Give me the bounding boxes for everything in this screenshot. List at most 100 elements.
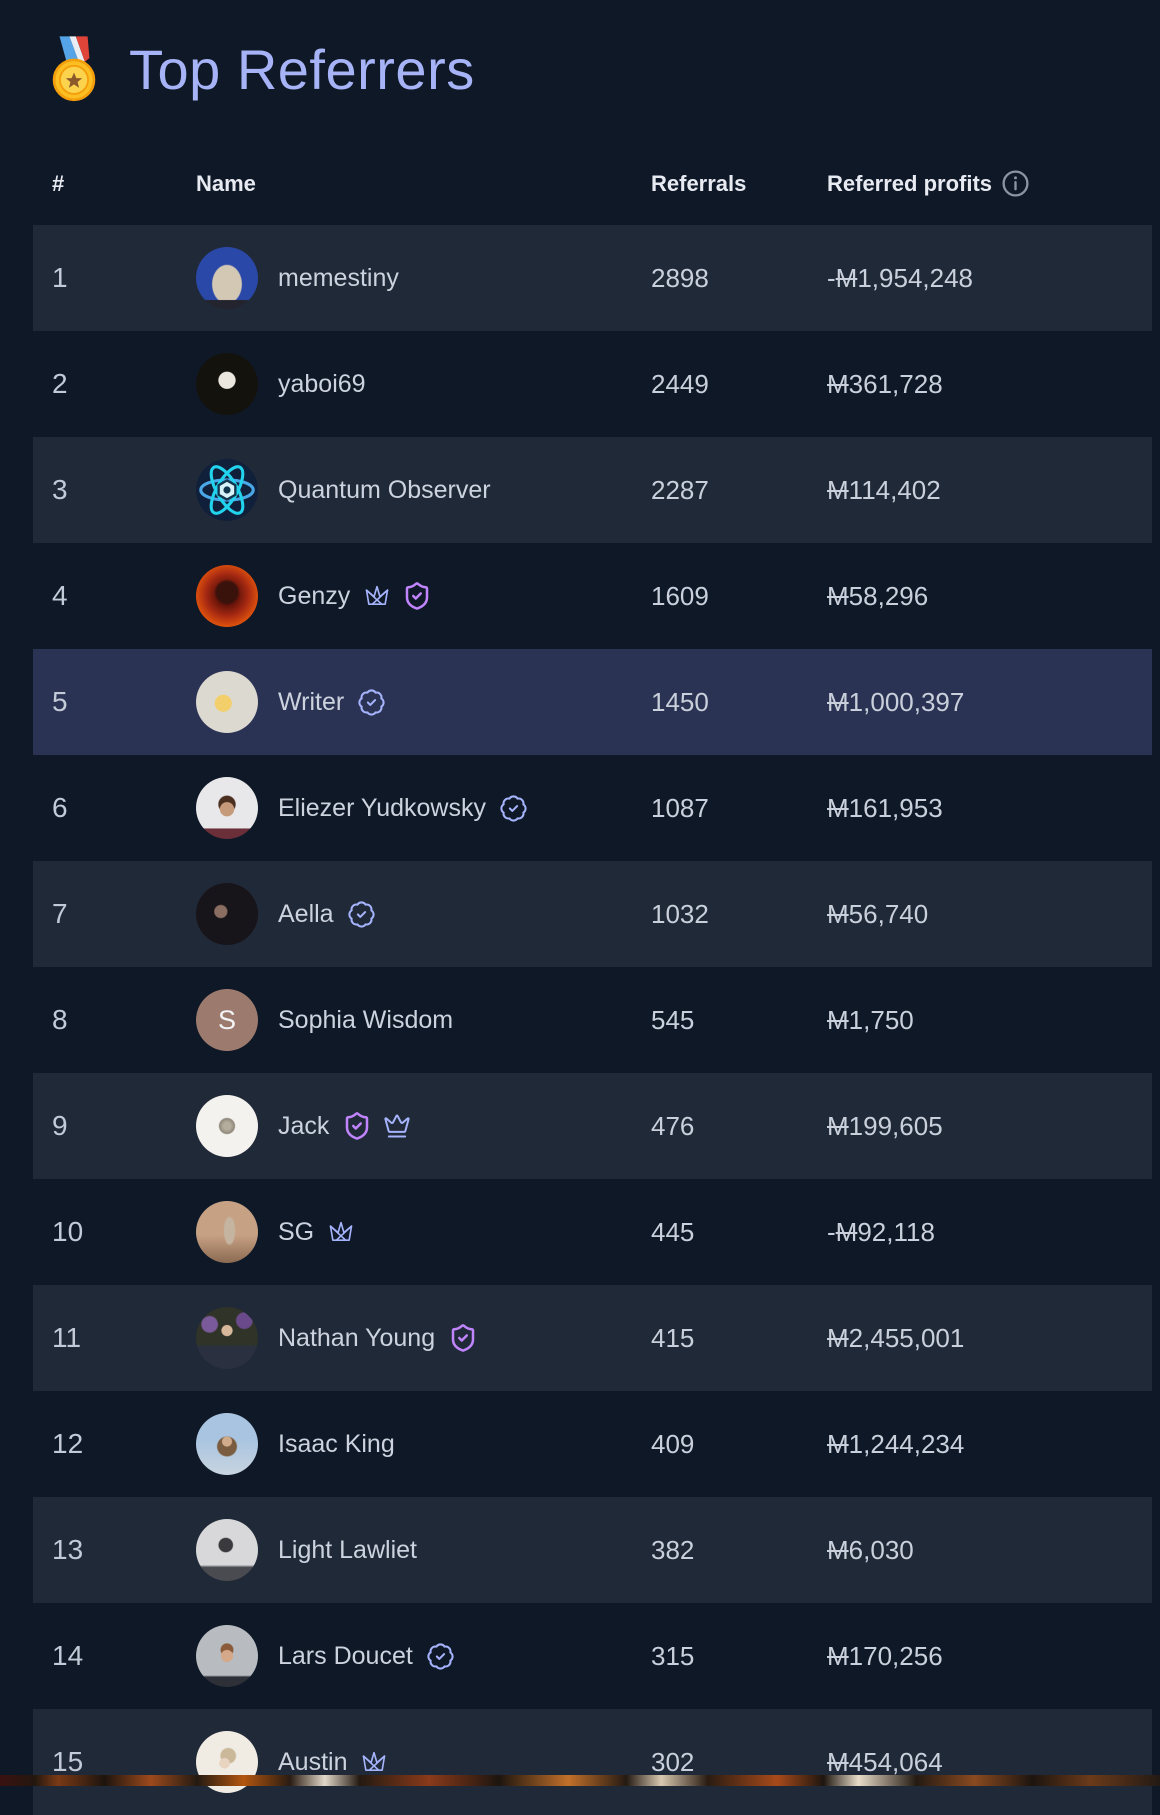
- badges: [357, 688, 386, 717]
- referrals-count: 2287: [651, 474, 709, 505]
- referred-profit: M114,402: [827, 475, 1152, 506]
- user-cell: S Sophia Wisdom: [173, 989, 651, 1051]
- referrals-count: 545: [651, 1004, 695, 1035]
- avatar: [196, 247, 258, 309]
- badges: [327, 1218, 355, 1246]
- profit-amount: 1,244,234: [848, 1428, 965, 1459]
- mana-currency-symbol: M: [827, 1640, 849, 1671]
- referred-profit: M199,605: [827, 1111, 1152, 1142]
- rank: 10: [52, 1216, 84, 1247]
- table-row[interactable]: 1 memestiny 2898 -M1,954,248: [33, 225, 1152, 331]
- mana-currency-symbol: M: [827, 1004, 849, 1035]
- cropped-banner-strip: [0, 1775, 1160, 1786]
- referrals-count: 315: [651, 1640, 695, 1671]
- mana-currency-symbol: M: [827, 898, 849, 929]
- user-name: Lars Doucet: [278, 1641, 413, 1670]
- user-cell: SG: [173, 1201, 651, 1263]
- user-name: Quantum Observer: [278, 475, 491, 504]
- user-name: Aella: [278, 899, 334, 928]
- rank: 12: [52, 1428, 84, 1459]
- user-cell: Quantum Observer: [173, 459, 651, 521]
- referrals-count: 2449: [651, 368, 709, 399]
- table-row[interactable]: 8 S Sophia Wisdom 545 M1,750: [33, 967, 1152, 1073]
- seal-check-icon: [347, 900, 376, 929]
- referrals-count: 1609: [651, 580, 709, 611]
- crown-sketch-icon: [360, 1748, 388, 1776]
- avatar: [196, 565, 258, 627]
- crown-sketch-icon: [327, 1218, 355, 1246]
- info-icon[interactable]: [1000, 168, 1031, 199]
- profit-amount: 199,605: [848, 1110, 943, 1141]
- column-header-referred-profits: Referred profits: [827, 168, 1152, 199]
- mana-currency-symbol: M: [827, 792, 849, 823]
- user-name: yaboi69: [278, 369, 366, 398]
- table-row[interactable]: 14 Lars Doucet 315 M170,256: [33, 1603, 1152, 1709]
- user-name: Austin: [278, 1747, 348, 1776]
- shield-check-icon: [402, 581, 432, 611]
- referred-profit: M2,455,001: [827, 1323, 1152, 1354]
- user-name: Jack: [278, 1111, 330, 1140]
- avatar-letter: S: [217, 1004, 236, 1035]
- table-row[interactable]: 13 Light Lawliet 382 M6,030: [33, 1497, 1152, 1603]
- table-row[interactable]: 11 Nathan Young 415 M2,455,001: [33, 1285, 1152, 1391]
- user-cell: Lars Doucet: [173, 1625, 651, 1687]
- rank: 2: [52, 368, 68, 399]
- table-row[interactable]: 6 Eliezer Yudkowsky 1087 M161,953: [33, 755, 1152, 861]
- user-cell: Jack: [173, 1095, 651, 1157]
- mana-currency-symbol: M: [827, 686, 849, 717]
- column-header-name: Name: [196, 170, 256, 196]
- user-cell: Nathan Young: [173, 1307, 651, 1369]
- badges: [426, 1642, 455, 1671]
- referred-profit: -M1,954,248: [827, 263, 1152, 294]
- table-row[interactable]: 7 Aella 1032 M56,740: [33, 861, 1152, 967]
- user-name: memestiny: [278, 263, 399, 292]
- table-row[interactable]: 4 Genzy 1609 M58,296: [33, 543, 1152, 649]
- seal-check-icon: [499, 794, 528, 823]
- user-cell: Aella: [173, 883, 651, 945]
- rank: 3: [52, 474, 68, 505]
- referrals-count: 476: [651, 1110, 695, 1141]
- avatar: [196, 459, 258, 521]
- profit-amount: 1,000,397: [848, 686, 965, 717]
- rank: 6: [52, 792, 68, 823]
- referred-profit: M161,953: [827, 793, 1152, 824]
- top-referrers-table: # Name Referrals Referred profits 1 meme…: [33, 110, 1152, 1815]
- table-body: 1 memestiny 2898 -M1,954,248 2 yaboi69 2…: [33, 225, 1152, 1815]
- table-row[interactable]: 5 Writer 1450 M1,000,397: [33, 649, 1152, 755]
- table-row[interactable]: 9 Jack 476 M199,605: [33, 1073, 1152, 1179]
- referred-profit: M56,740: [827, 899, 1152, 930]
- avatar: [196, 1307, 258, 1369]
- page-header: Top Referrers: [0, 0, 1160, 110]
- user-name: Writer: [278, 687, 345, 716]
- referrals-count: 445: [651, 1216, 695, 1247]
- referred-profit: M1,750: [827, 1005, 1152, 1036]
- table-row[interactable]: 12 Isaac King 409 M1,244,234: [33, 1391, 1152, 1497]
- mana-currency-symbol: M: [827, 1110, 849, 1141]
- referrals-count: 1087: [651, 792, 709, 823]
- user-cell: Genzy: [173, 565, 651, 627]
- rank: 7: [52, 898, 68, 929]
- referrals-count: 409: [651, 1428, 695, 1459]
- user-cell: memestiny: [173, 247, 651, 309]
- profit-amount: 170,256: [848, 1640, 943, 1671]
- referred-profit: M361,728: [827, 369, 1152, 400]
- profit-amount: 92,118: [857, 1216, 935, 1247]
- shield-check-icon: [448, 1323, 478, 1353]
- referrals-count: 2898: [651, 262, 709, 293]
- user-name: Eliezer Yudkowsky: [278, 793, 486, 822]
- badges: [448, 1323, 478, 1353]
- table-row[interactable]: 3 Quantum Observer 2287 M114,402: [33, 437, 1152, 543]
- crown-sketch-icon: [363, 582, 391, 610]
- rank: 9: [52, 1110, 68, 1141]
- profit-amount: 1,750: [848, 1004, 914, 1035]
- mana-currency-symbol: M: [835, 262, 858, 293]
- table-row[interactable]: 2 yaboi69 2449 M361,728: [33, 331, 1152, 437]
- profit-amount: 6,030: [848, 1534, 914, 1565]
- profit-amount: 1,954,248: [857, 262, 974, 293]
- avatar: [196, 1625, 258, 1687]
- table-row[interactable]: 15 Austin 302 M454,064: [33, 1709, 1152, 1815]
- user-name: Light Lawliet: [278, 1535, 417, 1564]
- table-row[interactable]: 10 SG 445 -M92,118: [33, 1179, 1152, 1285]
- badges: [360, 1748, 388, 1776]
- mana-currency-symbol: M: [827, 1746, 849, 1777]
